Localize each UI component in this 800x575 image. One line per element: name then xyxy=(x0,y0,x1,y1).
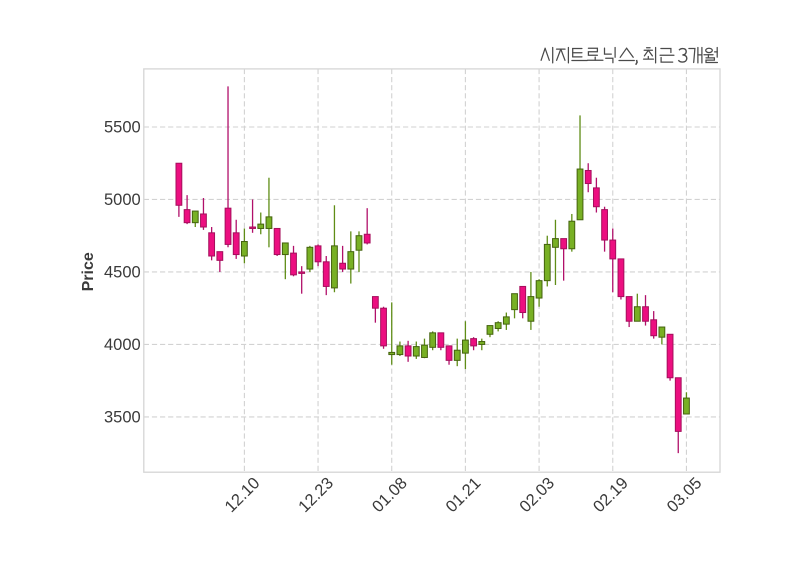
svg-text:4500: 4500 xyxy=(104,264,141,282)
svg-text:5500: 5500 xyxy=(104,119,141,137)
svg-text:4000: 4000 xyxy=(104,336,141,354)
svg-text:Price: Price xyxy=(80,252,97,291)
svg-text:5000: 5000 xyxy=(104,191,141,209)
svg-text:3500: 3500 xyxy=(104,409,141,427)
